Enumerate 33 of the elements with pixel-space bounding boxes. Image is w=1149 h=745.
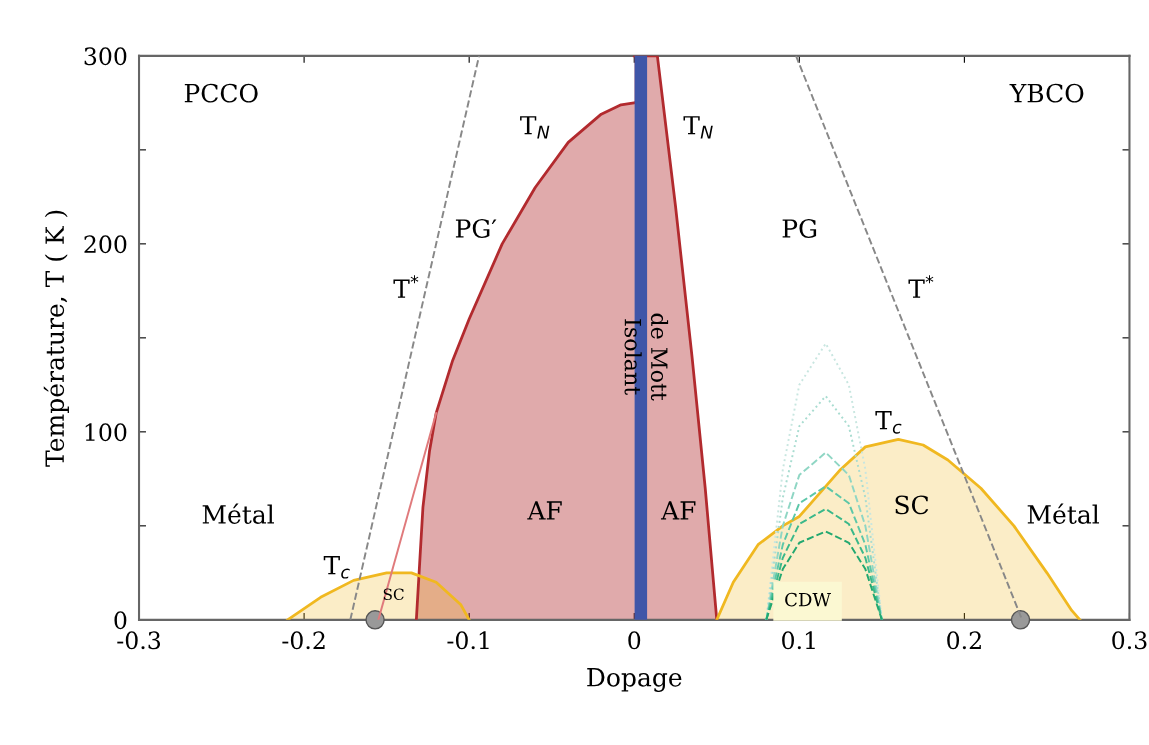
annotation: T$_{c}$ [323, 556, 350, 579]
annotation: AF [660, 501, 696, 520]
annotation: AF [527, 501, 562, 520]
line-series [765, 485, 883, 620]
x-tick-label: 0.1 [782, 631, 815, 650]
annotation: T$_{c}$ [875, 411, 902, 434]
x-tick-label: -0.1 [447, 631, 489, 650]
y-axis-title: Température, T ( K ) [43, 210, 69, 467]
annotation: T$^{*}$ [393, 275, 419, 298]
annotation: PG′ [455, 219, 497, 238]
x-tick-label: -0.2 [282, 631, 325, 650]
annotation: YBCO [1009, 83, 1084, 103]
x-tick-label: -0.3 [117, 631, 161, 650]
y-tick-label: 0 [114, 611, 127, 630]
y-tick-label: 100 [85, 423, 127, 442]
x-tick-label: 0 [628, 631, 641, 650]
annotation: Métal [202, 503, 274, 524]
annotation: CDW [785, 592, 831, 607]
annotation: SC [895, 495, 929, 515]
y-tick-label: 300 [84, 47, 127, 66]
annotation: T$_{N}$ [683, 116, 713, 139]
line-series [765, 530, 883, 620]
annotation: T$_{N}$ [520, 116, 550, 139]
annotation: T$^{*}$ [908, 275, 934, 298]
annotation: Métal [1027, 503, 1100, 524]
annotation: SC [383, 588, 404, 601]
x-tick-label: 0.3 [1112, 631, 1147, 650]
y-tick-label: 200 [84, 235, 127, 254]
x-tick-label: 0.2 [947, 631, 981, 650]
annotation: PG [782, 219, 817, 238]
annotation: PCCO [184, 83, 258, 103]
ref-line-label: Isolant de Mott [624, 313, 669, 401]
x-axis-title: Dopage [587, 668, 682, 692]
